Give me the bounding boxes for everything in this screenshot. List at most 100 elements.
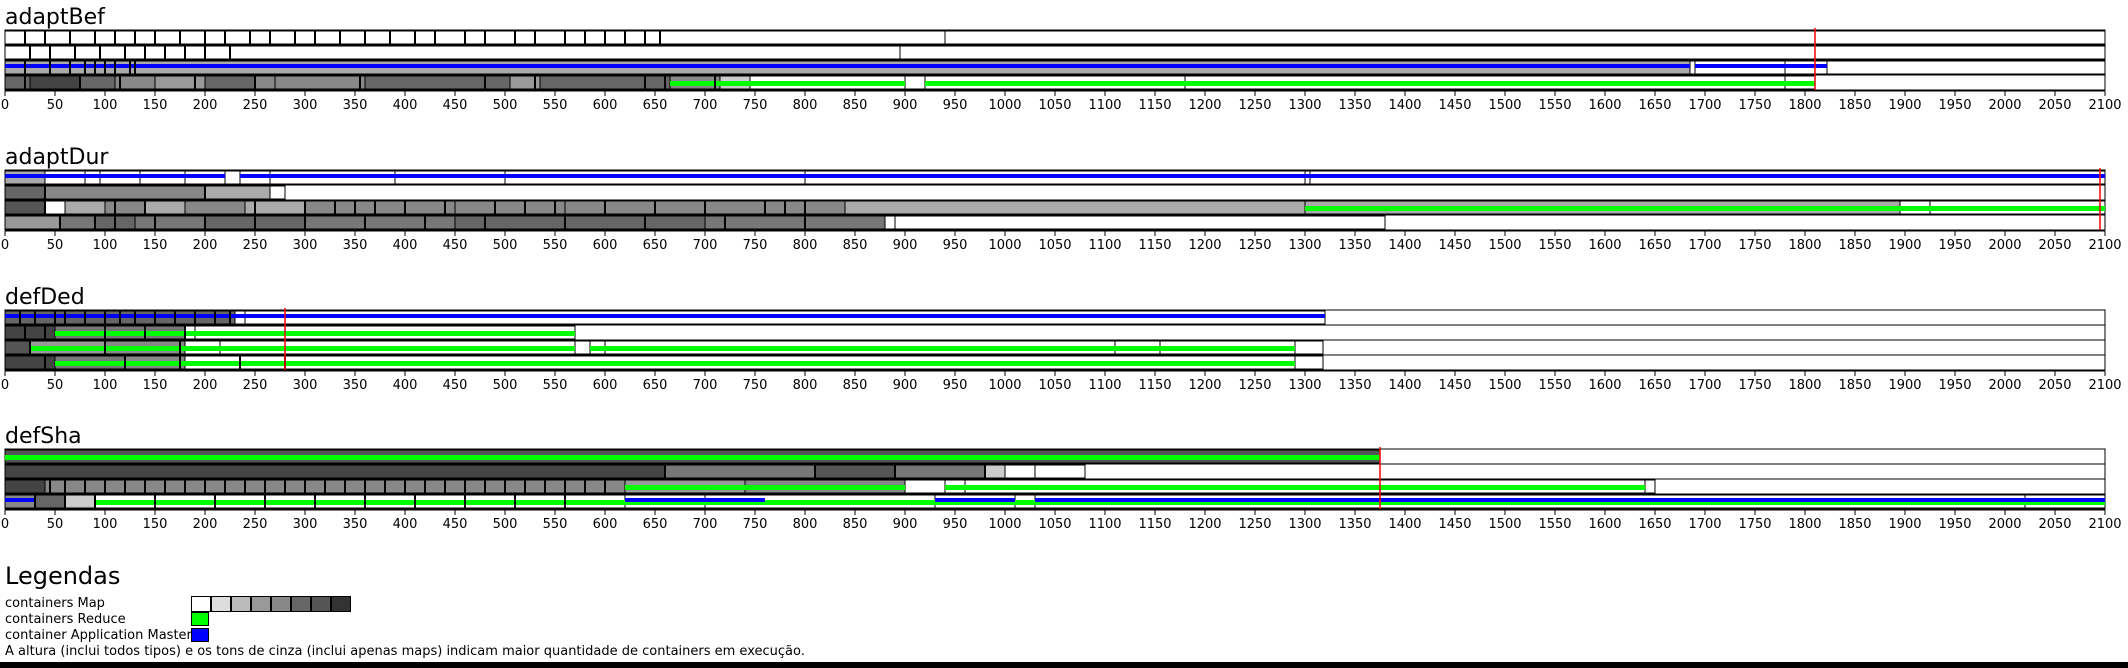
map-segment (884, 215, 896, 230)
map-segment (1294, 355, 1324, 370)
legend-note: A altura (inclui todos tipos) e os tons … (5, 644, 805, 659)
app-master-segment (1310, 174, 2105, 178)
x-tick-label: 1200 (1188, 98, 1221, 113)
legend-gray-swatch (331, 596, 351, 612)
x-tick-label: 550 (543, 517, 568, 532)
x-tick-label: 1950 (1938, 378, 1971, 393)
reduce-segment (1185, 81, 1785, 86)
map-segment (364, 75, 486, 90)
map-segment (1644, 479, 1656, 494)
legend-item-reduce: containers Reduce (5, 612, 126, 627)
map-segment (304, 200, 456, 215)
x-tick-label: 500 (493, 238, 518, 253)
x-tick-label: 2050 (2038, 517, 2071, 532)
x-tick-label: 750 (743, 378, 768, 393)
x-tick-label: 300 (293, 517, 318, 532)
x-tick-label: 2000 (1988, 378, 2021, 393)
x-tick-label: 750 (743, 98, 768, 113)
x-tick-label: 450 (443, 98, 468, 113)
x-tick-label: 50 (47, 517, 64, 532)
panel-title: defDed (5, 285, 85, 310)
app-master-segment (45, 174, 100, 178)
reduce-segment (1115, 346, 1160, 351)
map-segment (224, 170, 241, 185)
x-tick-label: 1000 (988, 98, 1021, 113)
x-tick-label: 1650 (1638, 238, 1671, 253)
x-tick-label: 1900 (1888, 517, 1921, 532)
x-tick-label: 250 (243, 517, 268, 532)
x-tick-label: 1500 (1488, 517, 1521, 532)
map-segment (4, 45, 901, 60)
x-tick-label: 1400 (1388, 238, 1421, 253)
x-tick-label: 650 (643, 238, 668, 253)
legend-label-map: containers Map (5, 596, 105, 611)
app-master-segment (625, 498, 705, 502)
x-tick-label: 900 (893, 98, 918, 113)
x-tick-label: 1250 (1238, 238, 1271, 253)
x-tick-label: 350 (343, 238, 368, 253)
x-tick-label: 1250 (1238, 378, 1271, 393)
x-tick-label: 1100 (1088, 517, 1121, 532)
x-tick-label: 500 (493, 378, 518, 393)
map-segment (104, 200, 146, 215)
legend-label-app-master: container Application Master (5, 628, 192, 643)
reduce-segment (625, 485, 745, 490)
map-segment (44, 200, 66, 215)
x-tick-label: 950 (943, 378, 968, 393)
x-tick-label: 400 (393, 238, 418, 253)
x-tick-label: 50 (47, 378, 64, 393)
x-tick-label: 200 (193, 378, 218, 393)
panel-title: defSha (5, 424, 82, 449)
map-segment (64, 494, 96, 509)
x-tick-label: 2050 (2038, 378, 2071, 393)
map-segment (4, 355, 56, 370)
map-segment (154, 75, 206, 90)
x-tick-label: 0 (1, 98, 9, 113)
x-tick-label: 1550 (1538, 517, 1571, 532)
x-tick-label: 1200 (1188, 517, 1221, 532)
map-segment (904, 75, 926, 90)
x-tick-label: 200 (193, 238, 218, 253)
reduce-segment (935, 500, 1015, 505)
map-segment (944, 30, 2106, 45)
x-tick-label: 1600 (1588, 517, 1621, 532)
map-segment (4, 75, 31, 90)
x-tick-label: 1700 (1688, 98, 1721, 113)
x-tick-label: 1700 (1688, 238, 1721, 253)
lane-frame (4, 184, 2106, 201)
legend-gray-swatch (291, 596, 311, 612)
reduce-segment (195, 331, 575, 336)
x-tick-label: 1000 (988, 238, 1021, 253)
x-tick-label: 550 (543, 98, 568, 113)
map-segment (704, 215, 886, 230)
app-master-segment (5, 174, 45, 178)
legend-label-reduce: containers Reduce (5, 612, 126, 627)
reduce-segment (185, 346, 220, 351)
x-tick-label: 1750 (1738, 378, 1771, 393)
x-tick-label: 100 (93, 98, 118, 113)
map-segment (1004, 464, 1036, 479)
x-tick-label: 250 (243, 238, 268, 253)
x-tick-label: 1150 (1138, 238, 1171, 253)
map-segment (1034, 464, 1086, 479)
reduce-segment (105, 346, 185, 351)
map-segment (4, 464, 666, 479)
map-segment (4, 325, 56, 340)
x-tick-label: 950 (943, 238, 968, 253)
x-tick-label: 1850 (1838, 98, 1871, 113)
reduce-segment (720, 81, 750, 86)
app-master-segment (705, 498, 765, 502)
reduce-segment (1015, 500, 1035, 505)
app-master-segment (140, 174, 225, 178)
reduce-segment (220, 346, 575, 351)
x-tick-label: 1050 (1038, 378, 1071, 393)
x-tick-label: 1600 (1588, 98, 1621, 113)
x-tick-label: 2100 (2088, 98, 2121, 113)
x-tick-label: 300 (293, 378, 318, 393)
x-tick-label: 450 (443, 517, 468, 532)
panel-title: adaptDur (5, 145, 109, 170)
x-tick-label: 1450 (1438, 238, 1471, 253)
reduce-segment (965, 485, 1645, 490)
x-tick-label: 350 (343, 98, 368, 113)
